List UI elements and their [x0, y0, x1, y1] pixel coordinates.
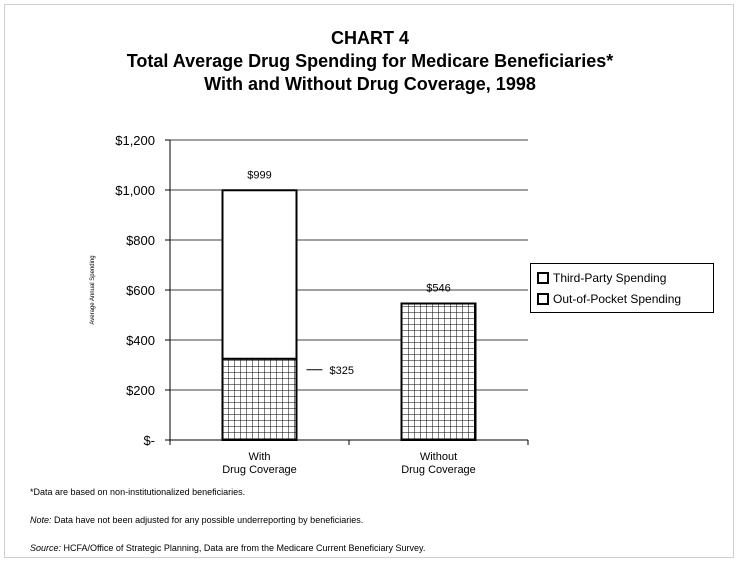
y-tick-label: $200	[126, 383, 155, 398]
x-category-label: Drug Coverage	[401, 464, 476, 476]
source-label: Source:	[30, 543, 62, 553]
x-category-label: With	[249, 451, 271, 463]
chart-legend: Third-Party Spending Out-of-Pocket Spend…	[530, 263, 714, 313]
y-tick-label: $600	[126, 283, 155, 298]
legend-item-out-of-pocket: Out-of-Pocket Spending	[537, 292, 681, 306]
y-tick-label: $1,000	[115, 183, 155, 198]
x-category-label: Without	[420, 451, 457, 463]
y-axis-label: Average Annual Spending	[90, 255, 96, 324]
y-tick-label: $800	[126, 233, 155, 248]
data-label-total: $546	[426, 283, 450, 295]
legend-label-out-of-pocket: Out-of-Pocket Spending	[553, 292, 682, 306]
chart-title-line1: CHART 4	[330, 28, 409, 48]
note-line: Note: Data have not been adjusted for an…	[30, 515, 363, 525]
bar-out-of-pocket	[221, 357, 298, 441]
y-tick-label: $-	[143, 433, 155, 448]
chart-frame	[4, 4, 734, 558]
source-text: HCFA/Office of Strategic Planning, Data …	[61, 543, 426, 553]
footnote: *Data are based on non-institutionalized…	[30, 487, 246, 497]
chart-title-line2: Total Average Drug Spending for Medicare…	[126, 51, 614, 71]
y-tick-label: $1,200	[115, 133, 155, 148]
chart-title-line3: With and Without Drug Coverage, 1998	[204, 74, 536, 94]
y-tick-label: $400	[126, 333, 155, 348]
bar-out-of-pocket	[400, 302, 477, 441]
note-label: Note:	[30, 515, 52, 525]
legend-label-third-party: Third-Party Spending	[553, 271, 667, 285]
legend-swatch-third-party	[537, 272, 549, 284]
bar-third-party	[221, 189, 298, 360]
legend-swatch-out-of-pocket	[537, 293, 549, 305]
data-label-out-of-pocket: $325	[330, 365, 354, 377]
legend-item-third-party: Third-Party Spending	[537, 271, 666, 285]
source-line: Source: HCFA/Office of Strategic Plannin…	[30, 543, 425, 553]
x-category-label: Drug Coverage	[222, 464, 297, 476]
data-label-total: $999	[247, 169, 271, 181]
note-text: Data have not been adjusted for any poss…	[51, 515, 364, 525]
